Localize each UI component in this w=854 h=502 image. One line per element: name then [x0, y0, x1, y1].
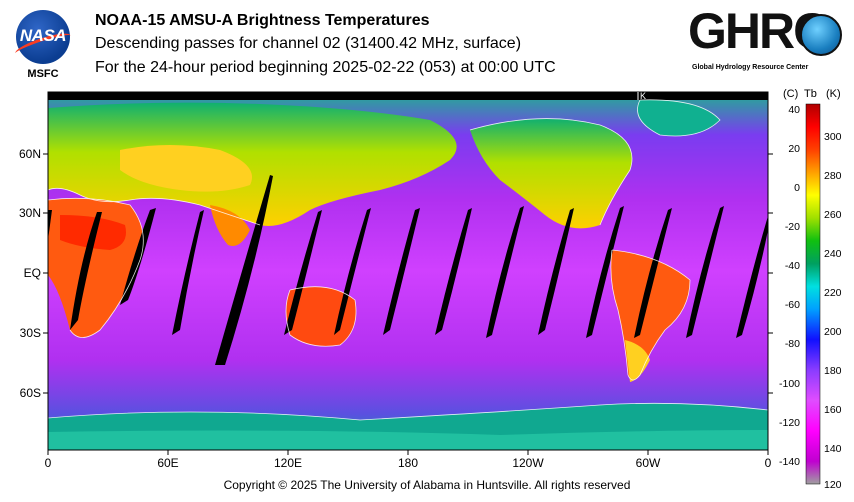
- kelvin-tick: 180: [824, 365, 842, 377]
- lon-label: 120W: [512, 456, 544, 470]
- globe-icon: [800, 14, 842, 56]
- swath-gap: [686, 206, 724, 338]
- swath-gap: [284, 210, 322, 335]
- lat-label: 60N: [19, 147, 41, 161]
- latitude-axis: 60N 30N EQ 30S 60S: [19, 147, 773, 400]
- kelvin-tick: 140: [824, 443, 842, 455]
- swath-gap: [334, 208, 371, 335]
- coastlines: [48, 99, 768, 421]
- celsius-tick: -120: [779, 417, 800, 429]
- celsius-tick: 40: [788, 104, 800, 116]
- copyright-footer: Copyright © 2025 The University of Alaba…: [223, 478, 631, 492]
- swath-gap: [634, 208, 672, 338]
- lon-label: 60W: [636, 456, 661, 470]
- swath-gap: [486, 206, 524, 338]
- msfc-label: MSFC: [27, 68, 59, 80]
- title-block: NOAA-15 AMSU-A Brightness Temperatures D…: [95, 10, 556, 80]
- nasa-meatball-icon: [16, 10, 70, 64]
- swath-gap: [70, 212, 102, 330]
- kelvin-tick: 200: [824, 326, 842, 338]
- kelvin-tick: 260: [824, 209, 842, 221]
- lon-label: 0: [45, 456, 52, 470]
- celsius-tick: -140: [779, 456, 800, 468]
- swath-gaps: [48, 175, 768, 365]
- lat-label: 30S: [20, 326, 41, 340]
- kelvin-tick: 240: [824, 248, 842, 260]
- swath-gap: [215, 175, 273, 365]
- celsius-tick: -80: [785, 338, 800, 350]
- colorbar-celsius-header: (C): [783, 88, 798, 100]
- kelvin-tick: 280: [824, 170, 842, 182]
- celsius-tick: -100: [779, 378, 800, 390]
- swath-gap: [120, 208, 156, 305]
- colorbar-ticks: 40 20 0 -20 -40 -60 -80 -100 -120 -140 3…: [779, 104, 842, 491]
- swath-gap: [435, 208, 472, 335]
- brightness-temperature-map: [48, 92, 768, 450]
- colorbar-gradient: [805, 103, 821, 485]
- celsius-tick: 20: [788, 143, 800, 155]
- lat-label: EQ: [24, 266, 41, 280]
- colorbar-kelvin-header: (K): [826, 88, 841, 100]
- lon-label: 120E: [274, 456, 302, 470]
- greenland-region: [637, 99, 720, 136]
- period-label: For the 24-hour period beginning 2025-02…: [95, 59, 556, 76]
- page-subtitle: Descending passes for channel 02 (31400.…: [95, 35, 522, 52]
- lon-label: 60E: [157, 456, 178, 470]
- lat-label: 30N: [19, 206, 41, 220]
- colorbar: (C) Tb (K) 40 20 0 -20 -40 -60 -80 -100 …: [779, 88, 842, 491]
- page-title: NOAA-15 AMSU-A Brightness Temperatures: [95, 12, 430, 29]
- kelvin-tick: 120: [824, 479, 842, 491]
- kelvin-tick: 160: [824, 404, 842, 416]
- celsius-tick: -60: [785, 299, 800, 311]
- celsius-tick: -20: [785, 221, 800, 233]
- ghrc-logo: GHRC Global Hydrology Resource Center: [686, 3, 846, 78]
- swath-gap: [172, 210, 204, 335]
- celsius-tick: -40: [785, 260, 800, 272]
- swath-gap: [586, 206, 624, 338]
- north-america-region: [470, 118, 632, 229]
- kelvin-tick: 220: [824, 287, 842, 299]
- lon-label: 0: [765, 456, 772, 470]
- swath-gap: [538, 208, 574, 335]
- lon-label: 180: [398, 456, 418, 470]
- nasa-logo: NASA MSFC: [12, 8, 76, 82]
- eurasia-region: [48, 102, 457, 226]
- top-nodata-strip: [48, 92, 768, 100]
- longitude-axis: 0 60E 120E 180 120W 60W 0: [45, 450, 772, 470]
- swath-gap: [736, 216, 768, 338]
- ghrc-subtitle: Global Hydrology Resource Center: [692, 64, 809, 71]
- celsius-tick: 0: [794, 182, 800, 194]
- australia-region: [286, 286, 356, 347]
- colorbar-tb-header: Tb: [804, 88, 817, 100]
- marker-label: K: [640, 91, 646, 101]
- kelvin-tick: 300: [824, 131, 842, 143]
- lat-label: 60S: [20, 386, 41, 400]
- swath-gap: [383, 208, 420, 335]
- india-region: [210, 205, 250, 246]
- nasa-logo-text: NASA: [19, 26, 67, 45]
